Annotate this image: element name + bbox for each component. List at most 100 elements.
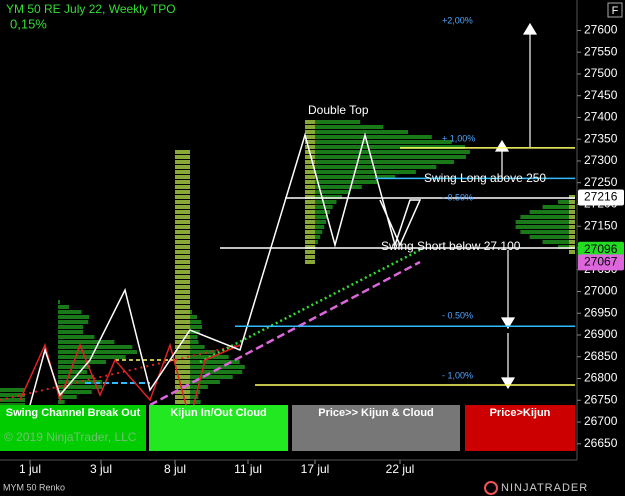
tpo-row (175, 265, 190, 269)
panel-box[interactable] (607, 2, 623, 18)
chart-subtitle: 0,15% (10, 16, 47, 31)
tpo-row (175, 255, 190, 259)
tpo-row (175, 345, 190, 349)
tpo-row (542, 240, 575, 244)
tpo-row (175, 230, 190, 234)
y-tick-label: 26650 (584, 436, 618, 450)
tpo-row (175, 225, 190, 229)
tpo-row (175, 155, 190, 159)
tpo-row (569, 200, 575, 204)
tpo-row (305, 195, 343, 199)
tpo-row (58, 360, 106, 364)
tpo-row (305, 165, 315, 169)
tpo-row (58, 395, 77, 399)
tpo-row (175, 300, 190, 304)
button-label: Kijun In/Out Cloud (170, 407, 267, 419)
tpo-row (305, 180, 377, 184)
tpo-row (529, 210, 575, 214)
tpo-row (305, 225, 315, 229)
y-tick-label: 26850 (584, 349, 618, 363)
tpo-row (175, 160, 190, 164)
price-marker (578, 189, 624, 206)
tpo-row (305, 120, 315, 124)
tpo-row (175, 270, 190, 274)
tpo-row (175, 320, 190, 324)
tpo-row (305, 200, 315, 204)
tpo-row (175, 245, 190, 249)
tpo-row (58, 340, 115, 344)
tpo-row (175, 350, 190, 354)
tpo-row (175, 205, 190, 209)
tpo-row (305, 230, 315, 234)
tpo-row (58, 390, 92, 394)
tpo-row (520, 215, 575, 219)
tpo-row (305, 205, 333, 209)
tpo-row (190, 395, 199, 399)
tpo-row (175, 370, 190, 374)
tpo-row (305, 210, 315, 214)
y-tick-label: 27600 (584, 23, 618, 37)
tpo-row (175, 330, 190, 334)
tpo-row (542, 205, 575, 209)
annotation: Double Top (308, 103, 369, 117)
tpo-row (175, 400, 190, 404)
tpo-row (58, 325, 84, 329)
x-tick-label: 22 jul (386, 462, 415, 476)
tpo-row (175, 195, 190, 199)
tpo-row (58, 365, 91, 369)
button[interactable] (0, 405, 146, 451)
tpo-row (305, 215, 315, 219)
tpo-row (175, 365, 190, 369)
x-tick-label: 1 jul (19, 462, 41, 476)
tpo-row (175, 285, 190, 289)
tpo-row (569, 210, 575, 214)
tpo-row (190, 375, 233, 379)
y-tick-label: 26950 (584, 305, 618, 319)
tpo-row (190, 370, 243, 374)
tpo-row (569, 215, 575, 219)
instrument: MYM 50 Renko (3, 482, 65, 492)
tpo-row (569, 240, 575, 244)
tpo-row (305, 165, 437, 169)
y-tick-label: 27400 (584, 110, 618, 124)
tpo-row (58, 400, 65, 404)
tpo-row (569, 225, 575, 229)
tpo-row (520, 230, 575, 234)
tpo-row (175, 310, 190, 314)
tpo-row (305, 125, 384, 129)
percent-label: +2,00% (442, 15, 473, 25)
tpo-row (175, 215, 190, 219)
tpo-row (305, 175, 396, 179)
tpo-row (190, 325, 203, 329)
y-tick-label: 27000 (584, 284, 618, 298)
panel-label[interactable]: F (612, 5, 619, 17)
tpo-row (305, 140, 452, 144)
tpo-row (305, 130, 409, 134)
tpo-row (305, 240, 315, 244)
tpo-row (58, 305, 69, 309)
tpo-row (175, 165, 190, 169)
tpo-row (190, 350, 216, 354)
levels (220, 147, 575, 386)
button[interactable] (465, 405, 575, 451)
tpo-row (305, 130, 315, 134)
buttons: Swing Channel Break Out Kijun In/Out Clou… (0, 405, 575, 451)
tpo-row (58, 345, 133, 349)
brand: NINJATRADER (501, 482, 588, 494)
tpo-row (569, 220, 575, 224)
tpo-row (305, 255, 315, 259)
tpo-row (0, 393, 25, 397)
button[interactable] (149, 405, 288, 451)
button[interactable] (292, 405, 460, 451)
tpo-row (175, 325, 190, 329)
x-tick-label: 17 jul (301, 462, 330, 476)
tpo-row (58, 300, 60, 304)
tpo-row (305, 210, 331, 214)
tpo-row (190, 365, 245, 369)
tpo-row (305, 175, 315, 179)
tpo-row (569, 235, 575, 239)
tpo-row (0, 398, 25, 402)
tpo-row (190, 345, 205, 349)
tpo-row (175, 250, 190, 254)
